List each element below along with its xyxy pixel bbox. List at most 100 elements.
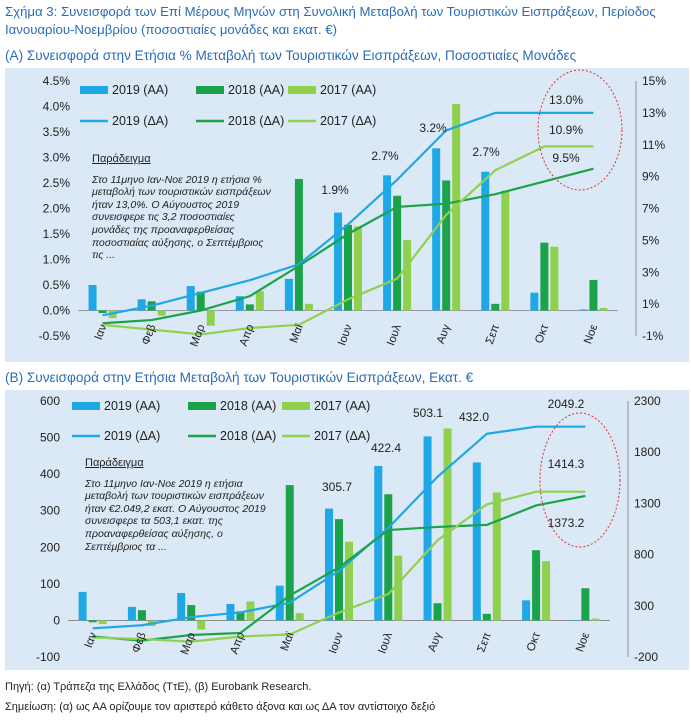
bar-2019-Νοε — [571, 620, 580, 621]
line-2019 — [102, 111, 594, 317]
legend-label: 2019 (ΑΑ) — [112, 83, 168, 97]
right-axis-tick-label: 9% — [642, 170, 660, 184]
bar-2018-Οκτ — [532, 550, 541, 621]
bar-2017-Μαρ — [206, 310, 215, 326]
legend-swatch-bar — [196, 86, 224, 94]
bar-2017-Ιουν — [345, 541, 353, 621]
data-label: 13.0% — [549, 93, 583, 107]
bar-2018-Ιαν — [98, 310, 107, 314]
category-label: Μαρ — [179, 631, 198, 657]
bar-2017-Σεπ — [501, 190, 510, 311]
left-axis-tick-label: 400 — [40, 467, 60, 481]
data-label: 3.2% — [419, 121, 447, 135]
left-axis-tick-label: 3.0% — [43, 151, 71, 165]
bar-2017-Οκτ — [550, 246, 559, 311]
category-label: Ιουν — [327, 631, 346, 656]
line-2018 — [92, 494, 586, 642]
bar-2018-Μαϊ — [285, 485, 294, 621]
panel-a-note-text: Στο 11μηνο Ιαν-Νοε 2019 η ετήσια % μεταβ… — [92, 173, 271, 262]
bar-2019-Ιουλ — [383, 175, 392, 311]
legend-swatch-bar — [188, 402, 216, 410]
bar-2019-Μαϊ — [284, 278, 293, 311]
data-label: 2.7% — [371, 149, 399, 163]
left-axis-tick-label: 600 — [40, 394, 60, 408]
bar-2017-Ιουν — [354, 226, 362, 311]
right-axis-tick-label: 1% — [642, 297, 660, 311]
bar-2017-Μαϊ — [295, 613, 304, 621]
highlight-circle — [537, 69, 623, 191]
bar-2017-Νοε — [591, 618, 600, 621]
bar-2019-Απρ — [235, 296, 244, 311]
bar-2017-Μαϊ — [304, 303, 313, 311]
bar-2017-Απρ — [255, 291, 264, 311]
right-axis-tick-label: 1300 — [634, 496, 661, 510]
left-axis-tick-label: 1.5% — [43, 227, 71, 241]
left-axis-tick-label: 0 — [53, 613, 60, 627]
panel-a-note-title: Παράδειγμα — [92, 153, 151, 165]
left-axis-tick-label: 0.5% — [43, 278, 71, 292]
data-label: 1.9% — [321, 183, 349, 197]
left-axis-tick-label: 2.5% — [43, 176, 71, 190]
bar-2018-Μαρ — [187, 605, 196, 621]
left-axis-tick-label: 3.5% — [43, 125, 71, 139]
legend-label: 2018 (ΔΑ) — [228, 114, 284, 128]
bar-2018-Ιουλ — [393, 195, 402, 311]
bar-2019-Μαρ — [177, 593, 186, 621]
panel-b-note: Παράδειγμα Στο 11μηνο Ιαν-Νοε 2019 η ετή… — [85, 457, 272, 553]
right-axis-tick-label: 5% — [642, 233, 660, 247]
panel-b-background — [5, 390, 689, 670]
line-2017 — [102, 145, 594, 336]
bar-2017-Σεπ — [492, 492, 501, 621]
category-label: Σεπ — [475, 631, 493, 654]
legend-label: 2017 (ΔΑ) — [314, 429, 370, 443]
data-label: 2049.2 — [548, 397, 585, 411]
bar-2017-Μαρ — [197, 620, 206, 630]
bar-2018-Οκτ — [540, 242, 549, 311]
bar-2018-Ιουν — [344, 224, 352, 311]
category-label: Ιουλ — [376, 631, 395, 656]
panel-b-note-text: Στο 11μηνο Ιαν-Νοε 2019 η ετήσια μεταβολ… — [85, 477, 266, 553]
left-axis-tick-label: 2.0% — [43, 202, 71, 216]
bar-2019-Σεπ — [472, 462, 481, 621]
bar-2019-Ιουλ — [374, 465, 383, 621]
right-axis-tick-label: 7% — [642, 202, 660, 216]
category-label: Ιαν — [93, 323, 110, 342]
left-axis-tick-label: 500 — [40, 431, 60, 445]
data-label: 422.4 — [371, 441, 401, 455]
bar-2019-Οκτ — [522, 600, 531, 621]
right-axis-tick-label: -200 — [634, 650, 658, 664]
panel-b-title: (Β) Συνεισφορά στην Ετήσια Μεταβολή των … — [5, 370, 474, 385]
legend-label: 2017 (ΑΑ) — [314, 399, 370, 413]
right-axis-tick-label: -1% — [642, 329, 664, 343]
data-label: 10.9% — [549, 123, 583, 137]
legend-label: 2019 (ΑΑ) — [104, 399, 160, 413]
panel-a-note: Παράδειγμα Στο 11μηνο Ιαν-Νοε 2019 η ετή… — [92, 153, 272, 262]
category-label: Ιαν — [83, 631, 100, 650]
bar-2019-Μαρ — [186, 286, 195, 311]
legend-swatch-bar — [80, 86, 108, 94]
right-axis-tick-label: 15% — [642, 74, 666, 88]
bar-2019-Ιαν — [78, 591, 87, 621]
right-axis-tick-label: 300 — [634, 599, 654, 613]
bar-2019-Απρ — [226, 603, 235, 621]
bar-2017-Ιουλ — [394, 555, 403, 621]
category-label: Αυγ — [426, 631, 444, 654]
bar-2018-Ιουλ — [384, 494, 393, 621]
legend-swatch-bar — [282, 402, 310, 410]
left-axis-tick-label: 0.0% — [43, 304, 71, 318]
bar-2018-Μαϊ — [294, 178, 303, 311]
left-axis-tick-label: 100 — [40, 577, 60, 591]
bar-2019-Ιουν — [334, 212, 342, 311]
bar-2018-Ιαν — [88, 620, 97, 623]
footer-note: Σημείωση: (α) ως ΑΑ ορίζουμε τον αριστερ… — [5, 701, 436, 713]
bar-2018-Σεπ — [491, 303, 500, 311]
right-axis-tick-label: 2300 — [634, 394, 661, 408]
legend-label: 2018 (ΔΑ) — [220, 429, 276, 443]
line-2019 — [92, 425, 586, 630]
left-axis-tick-label: 4.0% — [43, 100, 71, 114]
legend-swatch-bar — [72, 402, 100, 410]
bar-2019-Ιουν — [325, 508, 333, 621]
bar-2017-Νοε — [599, 307, 608, 311]
left-axis-tick-label: -0.5% — [39, 329, 71, 343]
